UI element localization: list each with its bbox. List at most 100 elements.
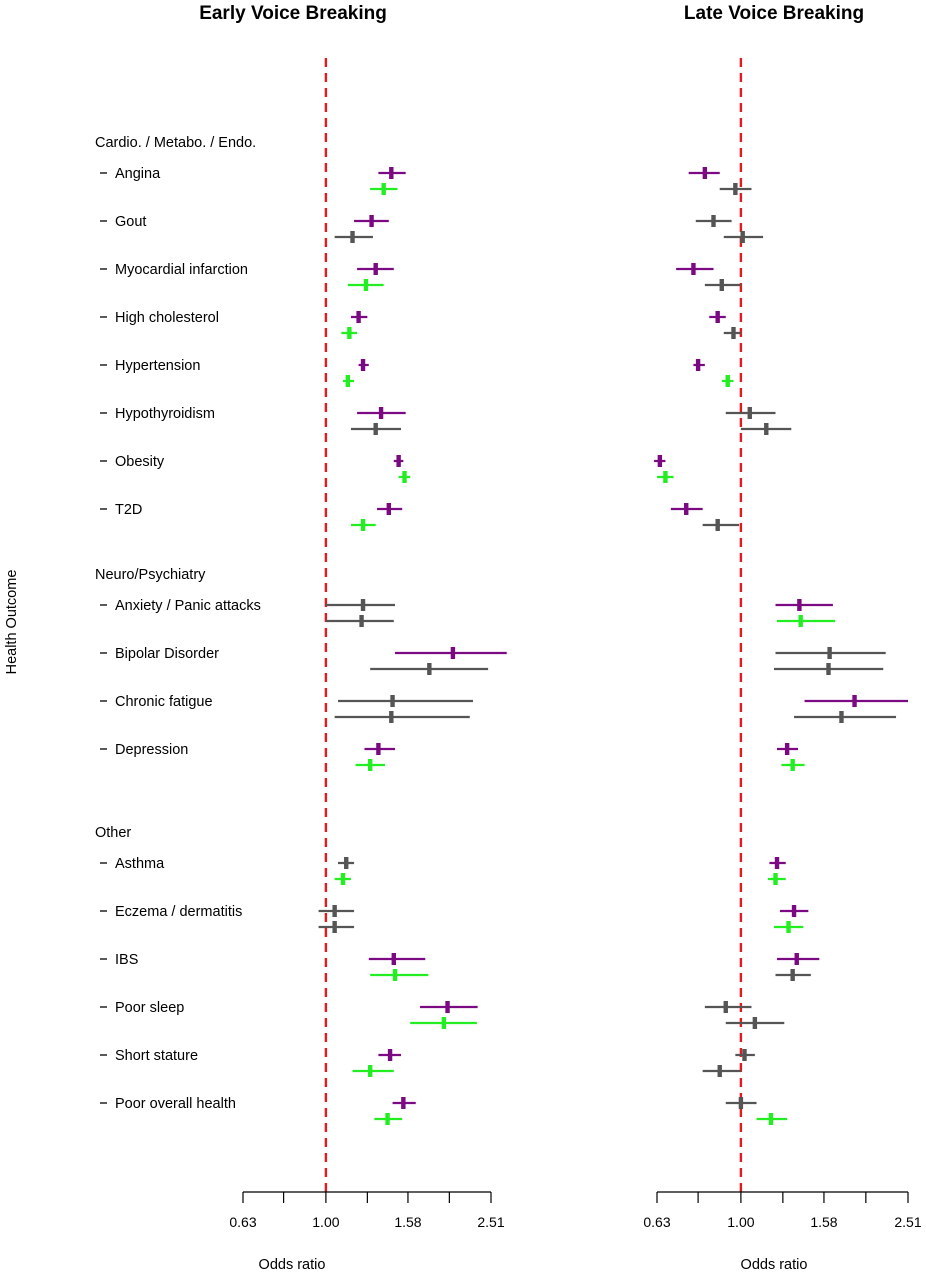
point-estimate-late <box>827 647 832 659</box>
point-estimate-early <box>391 953 396 965</box>
x-axis-title-late: Odds ratio <box>741 1257 808 1273</box>
x-tick-label-early: 0.63 <box>229 1214 256 1230</box>
point-estimate-early <box>387 1049 393 1061</box>
point-estimate-early <box>385 1113 390 1125</box>
point-estimate-early <box>369 215 374 227</box>
outcome-label: Poor sleep <box>115 1000 184 1016</box>
point-estimate-early <box>360 359 366 371</box>
point-estimate-late <box>684 503 689 515</box>
point-estimate-early <box>363 279 369 291</box>
point-estimate-early <box>367 1065 373 1077</box>
point-estimate-late <box>784 743 790 755</box>
point-estimate-late <box>790 759 795 771</box>
x-tick-label-late: 0.63 <box>643 1214 670 1230</box>
point-estimate-late <box>786 921 791 933</box>
outcome-label: Bipolar Disorder <box>115 646 219 662</box>
point-estimate-late <box>839 711 844 723</box>
outcome-label: Poor overall health <box>115 1096 236 1112</box>
outcome-label: T2D <box>115 502 142 518</box>
outcome-label: IBS <box>115 952 138 968</box>
point-estimate-late <box>773 873 778 885</box>
point-estimate-early <box>345 375 351 387</box>
point-estimate-late <box>790 969 795 981</box>
point-estimate-early <box>360 519 366 531</box>
outcome-label: High cholesterol <box>115 310 219 326</box>
point-estimate-early <box>332 905 337 917</box>
panel-title-early: Early Voice Breaking <box>199 3 387 24</box>
x-axis-title-early: Odds ratio <box>259 1257 326 1273</box>
point-estimate-late <box>798 615 803 627</box>
point-estimate-late <box>794 953 799 965</box>
outcome-label: Gout <box>115 214 146 230</box>
x-tick-label-early: 1.00 <box>312 1214 339 1230</box>
point-estimate-early <box>396 455 401 467</box>
category-label: Cardio. / Metabo. / Endo. <box>95 135 256 151</box>
outcome-label: Depression <box>115 742 188 758</box>
panel-title-late: Late Voice Breaking <box>684 3 864 24</box>
point-estimate-late <box>797 599 802 611</box>
point-estimate-early <box>332 921 337 933</box>
point-estimate-early <box>389 167 394 179</box>
point-estimate-late <box>711 215 716 227</box>
point-estimate-late <box>764 423 769 435</box>
y-axis-title: Health Outcome <box>4 570 20 675</box>
point-estimate-early <box>390 695 395 707</box>
point-estimate-early <box>347 327 352 339</box>
point-estimate-late <box>826 663 831 675</box>
category-label: Neuro/Psychiatry <box>95 567 206 583</box>
point-estimate-early <box>350 231 355 243</box>
point-estimate-early <box>381 183 386 195</box>
point-estimate-early <box>427 663 432 675</box>
outcome-label: Short stature <box>115 1048 198 1064</box>
x-tick-label-late: 1.00 <box>727 1214 754 1230</box>
point-estimate-late <box>852 695 857 707</box>
point-estimate-late <box>733 183 738 195</box>
point-estimate-late <box>747 407 752 419</box>
point-estimate-late <box>657 455 663 467</box>
point-estimate-late <box>715 311 720 323</box>
point-estimate-late <box>715 519 720 531</box>
point-estimate-late <box>731 327 736 339</box>
point-estimate-early <box>401 1097 406 1109</box>
point-estimate-late <box>717 1065 722 1077</box>
point-estimate-late <box>723 1001 728 1013</box>
outcome-label: Hypertension <box>115 358 200 374</box>
outcome-label: Eczema / dermatitis <box>115 904 242 920</box>
point-estimate-early <box>367 759 373 771</box>
point-estimate-late <box>691 263 696 275</box>
point-estimate-late <box>742 1049 747 1061</box>
point-estimate-late <box>719 279 724 291</box>
point-estimate-late <box>768 1113 774 1125</box>
point-estimate-late <box>752 1017 758 1029</box>
point-estimate-late <box>738 1097 744 1109</box>
outcome-label: Anxiety / Panic attacks <box>115 598 261 614</box>
point-estimate-late <box>791 905 797 917</box>
outcome-label: Angina <box>115 166 161 182</box>
point-estimate-early <box>378 407 384 419</box>
point-estimate-early <box>441 1017 447 1029</box>
outcome-label: Hypothyroidism <box>115 406 215 422</box>
outcome-label: Myocardial infarction <box>115 262 248 278</box>
outcome-label: Chronic fatigue <box>115 694 213 710</box>
x-tick-label-late: 2.51 <box>894 1214 921 1230</box>
x-tick-label-early: 1.58 <box>394 1214 421 1230</box>
point-estimate-late <box>740 231 745 243</box>
point-estimate-early <box>340 873 346 885</box>
point-estimate-early <box>450 647 456 659</box>
point-estimate-early <box>344 857 349 869</box>
outcome-label: Asthma <box>115 856 165 872</box>
point-estimate-early <box>360 599 366 611</box>
point-estimate-early <box>445 1001 450 1013</box>
x-tick-label-early: 2.51 <box>477 1214 504 1230</box>
point-estimate-early <box>376 743 381 755</box>
point-estimate-early <box>356 311 361 323</box>
x-tick-label-late: 1.58 <box>810 1214 837 1230</box>
point-estimate-late <box>725 375 730 387</box>
point-estimate-early <box>359 615 364 627</box>
point-estimate-late <box>695 359 701 371</box>
point-estimate-early <box>386 503 392 515</box>
point-estimate-early <box>373 263 378 275</box>
point-estimate-late <box>663 471 668 483</box>
point-estimate-early <box>389 711 394 723</box>
